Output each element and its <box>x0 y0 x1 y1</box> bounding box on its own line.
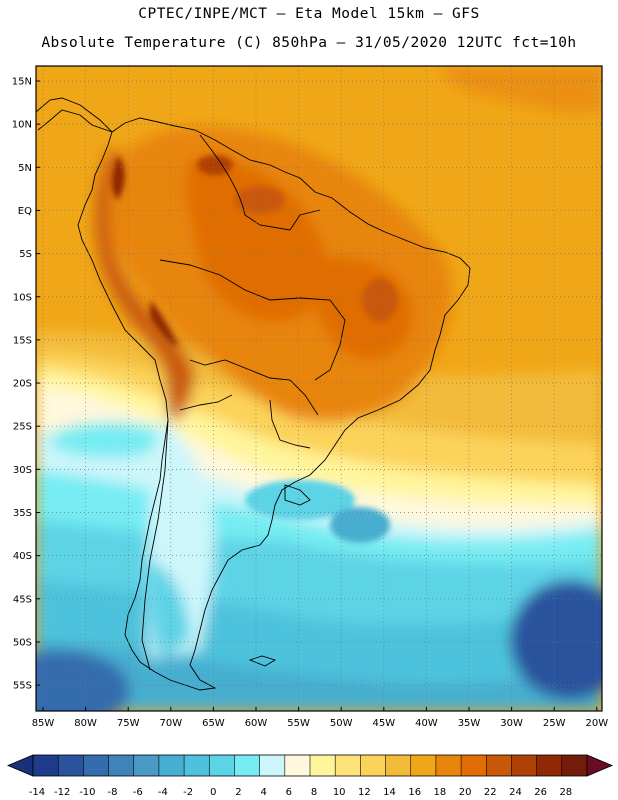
lat-label: 55S <box>13 681 32 692</box>
colorbar-tick-label: 20 <box>459 787 472 798</box>
lat-label: 10S <box>13 292 32 303</box>
lat-label: 5N <box>18 163 32 174</box>
colorbar-swatch <box>209 755 235 776</box>
map-frame <box>35 65 603 712</box>
colorbar-swatch <box>360 755 386 776</box>
lon-label: 55W <box>287 718 310 729</box>
lon-label: 30W <box>500 718 523 729</box>
colorbar-tick-label: 6 <box>286 787 292 798</box>
colorbar-tick-label: 8 <box>311 787 317 798</box>
lon-label: 85W <box>32 718 55 729</box>
colorbar-tick-label: -4 <box>158 787 168 798</box>
colorbar-swatch <box>310 755 336 776</box>
colorbar-tick-label: 12 <box>358 787 371 798</box>
colorbar-swatch <box>33 755 59 776</box>
colorbar-swatch <box>561 755 588 776</box>
colorbar-tick-label: 18 <box>434 787 447 798</box>
colorbar-swatch <box>511 755 538 776</box>
latitude-axis: 15N 10N 5N EQ 5S 10S 15S 20S 25S 30S 35S 40S 45S 50S 5… <box>12 77 40 692</box>
temperature-field <box>36 66 602 711</box>
lon-label: 65W <box>202 718 225 729</box>
colorbar-swatch <box>184 755 210 776</box>
colorbar-swatch <box>486 755 512 776</box>
colorbar-swatch <box>158 755 185 776</box>
colorbar-swatch <box>410 755 437 776</box>
lon-label: 40W <box>415 718 438 729</box>
colorbar: -14 -12 -10 -8 -6 -4 -2 0 2 4 6 8 10 12 14 16 18 20 22 24 26… <box>6 754 614 798</box>
colorbar-swatch <box>83 755 109 776</box>
lat-label: 25S <box>13 422 32 433</box>
colorbar-swatch <box>234 755 261 776</box>
colorbar-tick-label: 28 <box>559 787 572 798</box>
lat-label: 45S <box>13 594 32 605</box>
longitude-axis: 85W 80W 75W 70W 65W 60W 55W 50W 45W 40W 35W 30W 25W 2… <box>32 707 608 729</box>
colorbar-tick-label: -6 <box>133 787 143 798</box>
colorbar-tick-label: 10 <box>333 787 346 798</box>
colorbar-tick-label: 14 <box>383 787 396 798</box>
colorbar-tick-label: -12 <box>54 787 70 798</box>
lon-label: 75W <box>117 718 140 729</box>
colorbar-tick-label: 24 <box>509 787 522 798</box>
colorbar-tick-label: 22 <box>484 787 497 798</box>
lat-label: EQ <box>18 206 32 217</box>
lat-label: 30S <box>13 465 32 476</box>
lon-label: 45W <box>372 718 395 729</box>
colorbar-tick-label: 2 <box>235 787 241 798</box>
title-line-variable: Absolute Temperature (C) 850hPa — 31/05/… <box>41 35 577 51</box>
colorbar-tick-label: 0 <box>210 787 216 798</box>
lat-label: 40S <box>13 551 32 562</box>
lon-label: 20W <box>585 718 608 729</box>
lon-label: 50W <box>330 718 353 729</box>
lon-label: 35W <box>458 718 481 729</box>
lat-label: 10N <box>12 120 32 131</box>
colorbar-tick-label: -14 <box>29 787 45 798</box>
lon-label: 60W <box>245 718 268 729</box>
colorbar-tick-label: 4 <box>260 787 266 798</box>
colorbar-swatch <box>133 755 160 776</box>
colorbar-swatch <box>259 755 286 776</box>
lat-label: 50S <box>13 637 32 648</box>
colorbar-tick-label: -8 <box>108 787 118 798</box>
coastline-borders <box>36 97 471 691</box>
title-line-model: CPTEC/INPE/MCT — Eta Model 15km — GFS <box>138 6 480 22</box>
colorbar-swatch <box>536 755 563 776</box>
colorbar-swatch <box>58 755 84 776</box>
colorbar-swatch <box>461 755 487 776</box>
colorbar-swatch <box>108 755 135 776</box>
colorbar-tick-label: 16 <box>408 787 421 798</box>
colorbar-swatch <box>335 755 361 776</box>
lon-label: 25W <box>543 718 566 729</box>
lat-label: 15N <box>12 77 32 88</box>
colorbar-under-arrow <box>6 754 34 777</box>
lat-label: 5S <box>19 249 32 260</box>
colorbar-over-arrow <box>586 754 614 777</box>
colorbar-tick-label: 26 <box>534 787 547 798</box>
lat-label: 35S <box>13 508 32 519</box>
colorbar-tick-label: -10 <box>79 787 95 798</box>
colorbar-swatch <box>284 755 311 776</box>
colorbar-tick-label: -2 <box>183 787 193 798</box>
lat-label: 20S <box>13 379 32 390</box>
colorbar-swatch <box>435 755 462 776</box>
lon-label: 80W <box>74 718 97 729</box>
colorbar-swatch <box>385 755 412 776</box>
lat-label: 15S <box>13 335 32 346</box>
lon-label: 70W <box>159 718 182 729</box>
